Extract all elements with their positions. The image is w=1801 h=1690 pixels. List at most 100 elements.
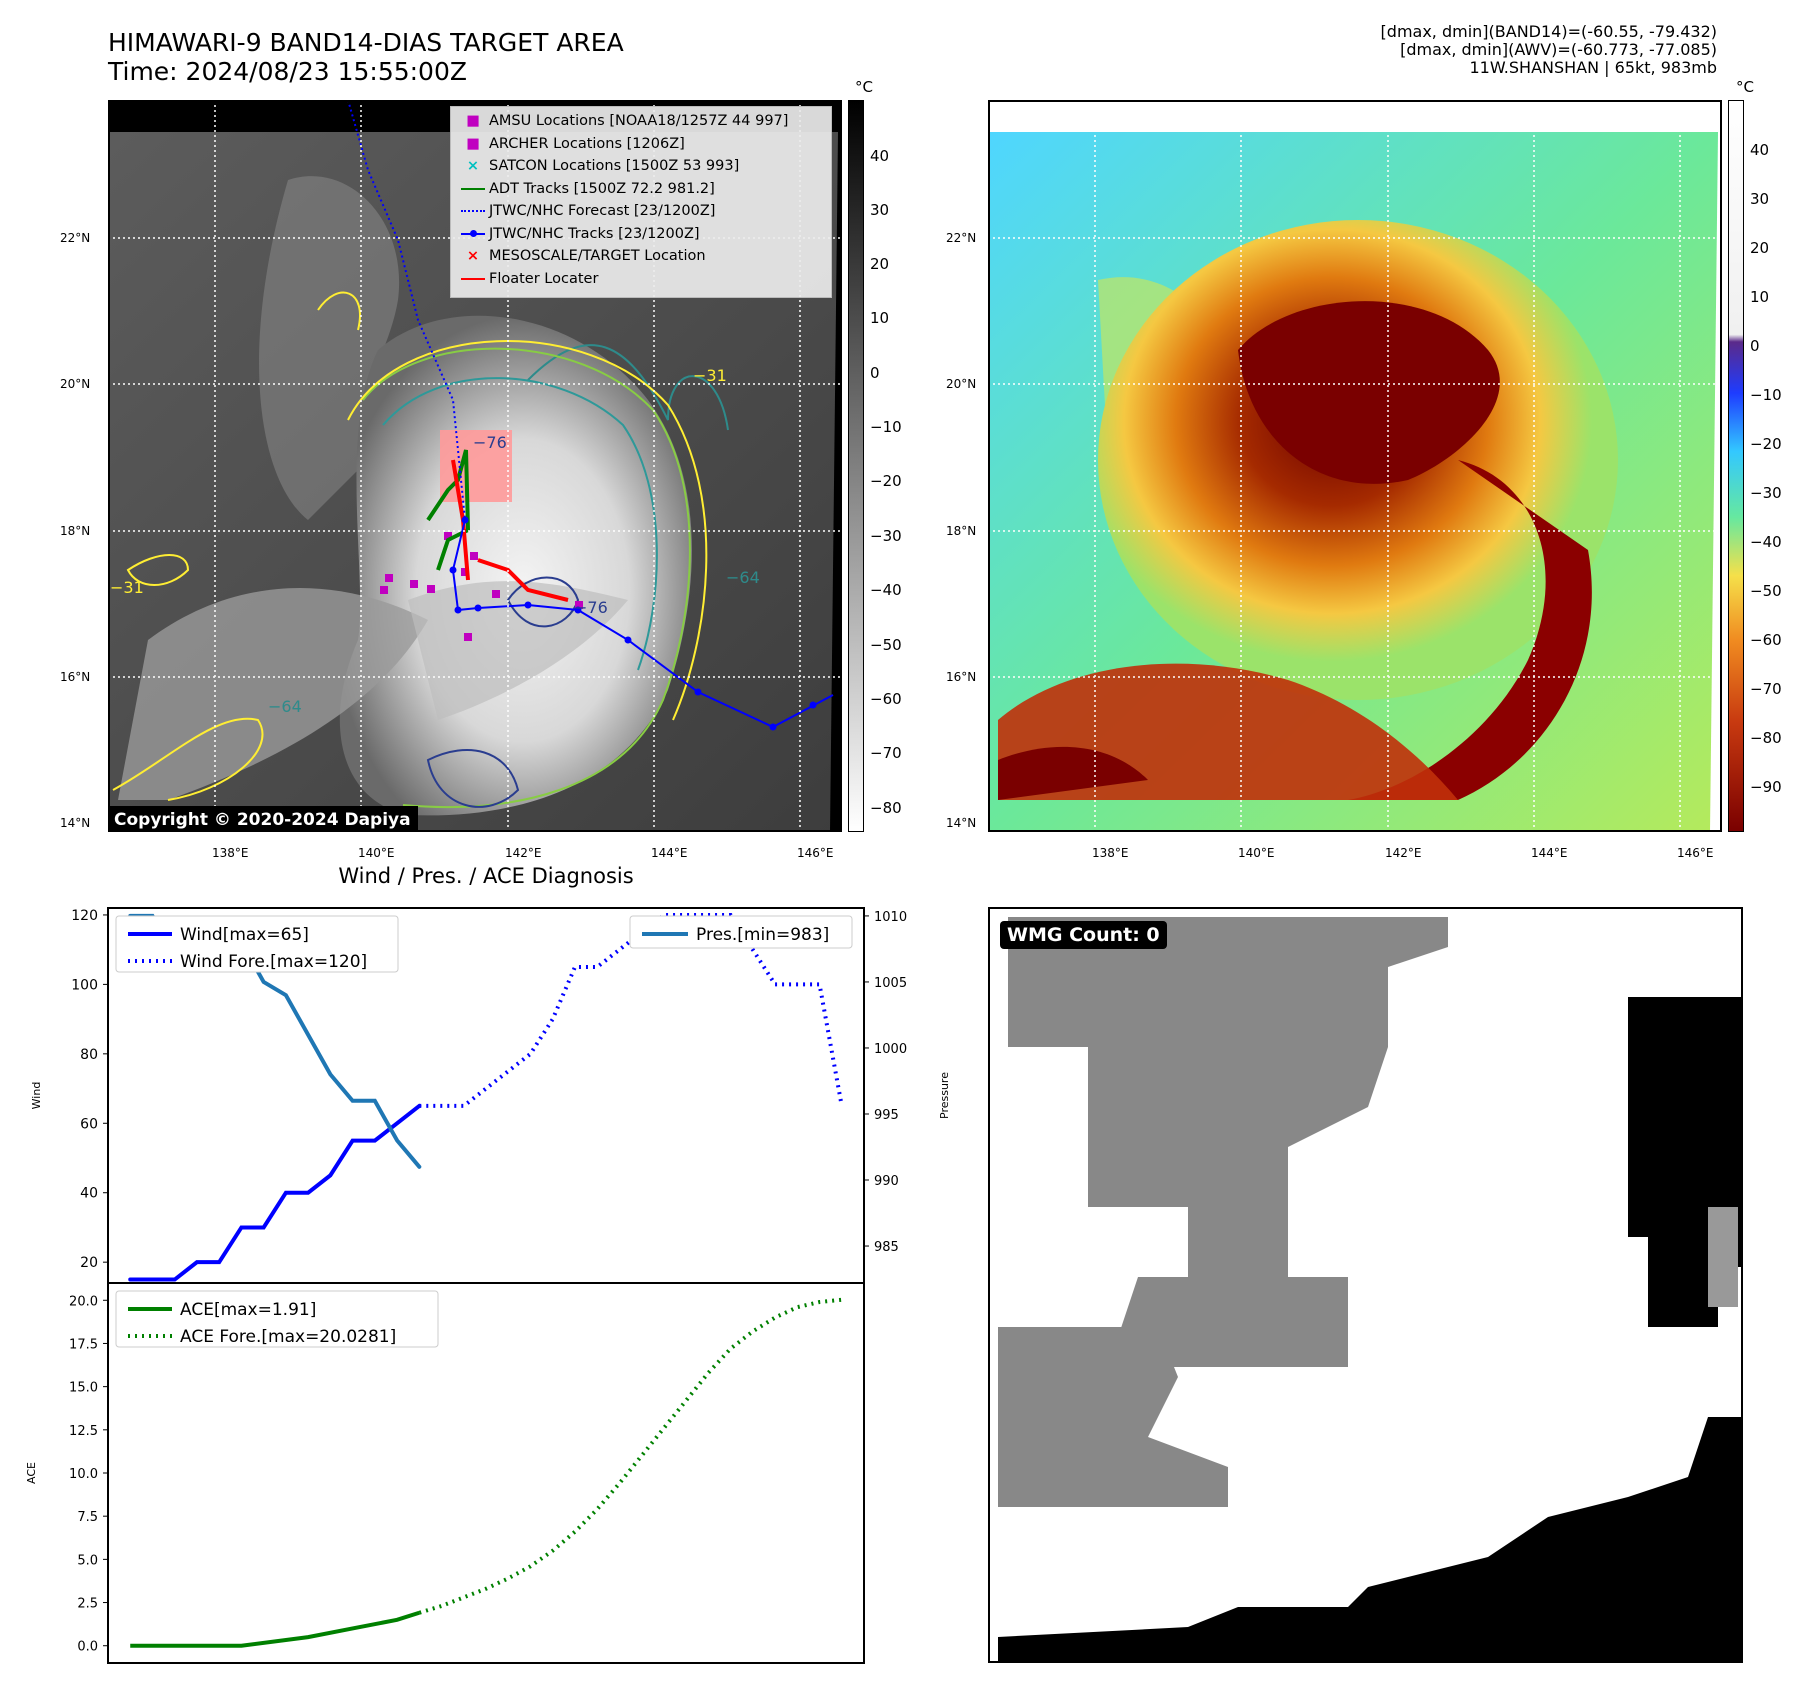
legend-item-target: × MESOSCALE/TARGET Location <box>457 245 825 268</box>
info-line-3: 11W.SHANSHAN | 65kt, 983mb <box>1469 58 1717 77</box>
legend-label: ACE[max=1.91] <box>180 1300 316 1320</box>
lat-label: 22°N <box>60 231 91 245</box>
colorbar-ticks: 40 30 20 10 0 −10 −20 −30 −40 −50 −60 −7… <box>870 100 910 832</box>
cbar-tick: 0 <box>1750 337 1760 355</box>
map-legend: ■ AMSU Locations [NOAA18/1257Z 44 997] ■ A… <box>450 106 832 298</box>
info-line-1: [dmax, dmin](BAND14)=(-60.55, -79.432) <box>1380 22 1717 41</box>
figure-title: HIMAWARI-9 BAND14-DIAS TARGET AREA Time:… <box>108 28 624 86</box>
wmg-map <box>988 907 1743 1663</box>
wind-legend <box>115 915 399 973</box>
pressure-axis-label: Pressure <box>938 1072 951 1119</box>
line-marker-icon <box>461 277 485 280</box>
map-frame <box>108 100 842 832</box>
cbar-tick: −50 <box>870 636 902 654</box>
y2-tick-label: 995 <box>874 1108 899 1123</box>
ir-colorbar <box>848 100 864 832</box>
cbar-tick: −10 <box>1750 386 1782 404</box>
y-tick-label: 2.5 <box>77 1597 98 1612</box>
cbar-tick: −10 <box>870 418 902 436</box>
awv-map-panel <box>988 100 1722 832</box>
cbar-tick: −30 <box>1750 484 1782 502</box>
y-tick-label: 15.0 <box>69 1381 98 1396</box>
colorbar-unit: °C <box>855 78 873 96</box>
lon-label: 144°E <box>1531 846 1568 860</box>
lon-label: 146°E <box>797 846 834 860</box>
y2-tick-label: 990 <box>874 1174 899 1189</box>
ir-map-panel: −31 −31 −64 −64 −76 −76 Copyright © 2020… <box>108 99 842 832</box>
legend-item-tracks: JTWC/NHC Tracks [23/1200Z] <box>457 223 825 246</box>
cbar-tick: −90 <box>1750 778 1782 796</box>
lat-label: 20°N <box>946 377 977 391</box>
wmg-count-label: WMG Count: 0 <box>1000 921 1167 949</box>
contour-label: −64 <box>726 568 760 587</box>
lat-label: 18°N <box>60 524 91 538</box>
y-tick-label: 7.5 <box>77 1510 98 1525</box>
lon-label: 146°E <box>1677 846 1714 860</box>
lat-label: 14°N <box>946 816 977 830</box>
cbar-tick: −80 <box>1750 729 1782 747</box>
awv-colorbar <box>1728 100 1744 832</box>
y-tick-label: 60 <box>80 1116 98 1132</box>
awv-map <box>988 100 1722 832</box>
y2-tick-label: 1005 <box>874 976 907 991</box>
contour-label: −76 <box>574 598 608 617</box>
y-tick-label: 120 <box>71 908 98 924</box>
cbar-tick: 10 <box>870 309 890 327</box>
wmg-panel: WMG Count: 0 <box>988 907 1743 1663</box>
lon-label: 138°E <box>1092 846 1129 860</box>
legend-item-floater: Floater Locater <box>457 268 825 291</box>
y-tick-label: 40 <box>80 1186 98 1202</box>
cbar-tick: −20 <box>870 472 902 490</box>
legend-item-archer: ■ ARCHER Locations [1206Z] <box>457 133 825 156</box>
dotted-line-icon <box>461 210 485 212</box>
contour-label: −64 <box>268 697 302 716</box>
contour-label: −76 <box>473 433 507 452</box>
ace-legend <box>115 1290 439 1348</box>
x-marker-icon: × <box>466 158 480 174</box>
cbar-tick: −60 <box>1750 631 1782 649</box>
cbar-tick: −20 <box>1750 435 1782 453</box>
storm-info: [dmax, dmin](BAND14)=(-60.55, -79.432) [… <box>1381 23 1717 77</box>
legend-label: ACE Fore.[max=20.0281] <box>180 1327 396 1347</box>
wind-axis-label: Wind <box>30 1082 43 1110</box>
line-marker-icon <box>461 187 485 190</box>
y-tick-label: 5.0 <box>77 1553 98 1568</box>
legend-item-adt: ADT Tracks [1500Z 72.2 981.2] <box>457 178 825 201</box>
cbar-tick: 20 <box>870 255 890 273</box>
square-marker-icon: ■ <box>466 113 480 129</box>
cbar-tick: 30 <box>870 201 890 219</box>
cbar-tick: −60 <box>870 690 902 708</box>
legend-label: Wind Fore.[max=120] <box>180 952 367 972</box>
lon-label: 140°E <box>1238 846 1275 860</box>
legend-item-satcon: × SATCON Locations [1500Z 53 993] <box>457 155 825 178</box>
lat-label: 16°N <box>60 670 91 684</box>
cbar-tick: −50 <box>1750 582 1782 600</box>
lon-label: 144°E <box>651 846 688 860</box>
square-marker-icon: ■ <box>466 135 480 152</box>
lon-label: 140°E <box>358 846 395 860</box>
cbar-tick: −30 <box>870 527 902 545</box>
lat-label: 16°N <box>946 670 977 684</box>
cbar-tick: 20 <box>1750 239 1770 257</box>
legend-label: Pres.[min=983] <box>696 925 829 945</box>
y-tick-label: 20.0 <box>69 1294 98 1309</box>
series-line <box>130 1610 420 1648</box>
cbar-tick: −70 <box>1750 680 1782 698</box>
y2-tick-label: 985 <box>874 1240 899 1255</box>
legend-item-forecast: JTWC/NHC Forecast [23/1200Z] <box>457 200 825 223</box>
cbar-tick: 30 <box>1750 190 1770 208</box>
ace-axis-label: ACE <box>25 1462 38 1484</box>
series-line <box>418 1297 842 1615</box>
wmg-frame <box>988 907 1743 1663</box>
contour-label: −31 <box>110 578 144 597</box>
cbar-tick: −40 <box>1750 533 1782 551</box>
contour-label: −31 <box>693 366 727 385</box>
lon-label: 142°E <box>1385 846 1422 860</box>
lat-label: 20°N <box>60 377 91 391</box>
lat-label: 18°N <box>946 524 977 538</box>
y-tick-label: 0.0 <box>77 1640 98 1655</box>
cbar-tick: 40 <box>1750 141 1770 159</box>
legend-label: Wind[max=65] <box>180 925 309 945</box>
cbar-tick: 0 <box>870 364 880 382</box>
colorbar-ticks: 40 30 20 10 0 −10 −20 −30 −40 −50 −60 −7… <box>1750 100 1790 832</box>
